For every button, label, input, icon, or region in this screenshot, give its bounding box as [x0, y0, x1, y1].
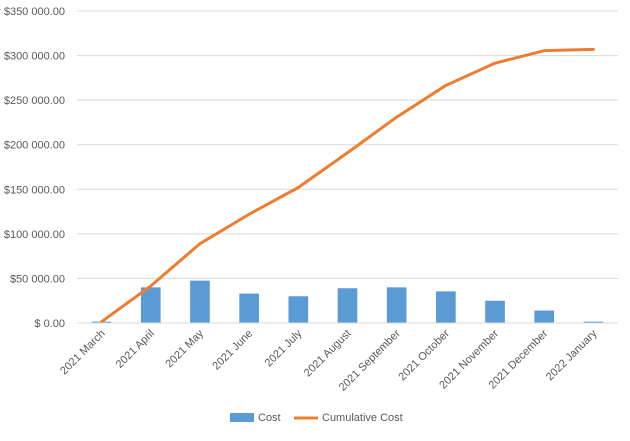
y-tick-label: $ 0.00 — [34, 318, 65, 330]
bar-cost — [140, 287, 161, 323]
x-tick-label: 2021 May — [163, 327, 206, 370]
line-cumulative-cost — [100, 47, 595, 324]
legend-swatch-cost — [230, 413, 254, 422]
x-tick-label: 2021 June — [210, 328, 255, 373]
y-tick-label: $50 000.00 — [10, 273, 65, 285]
y-tick-label: $300 000.00 — [4, 51, 65, 63]
bar-cost — [436, 291, 456, 323]
cumulative-line — [100, 47, 595, 324]
y-tick-label: $250 000.00 — [4, 95, 65, 107]
legend: Cost Cumulative Cost — [230, 412, 403, 424]
y-tick-label: $350 000.00 — [4, 6, 65, 18]
bar-cost — [485, 300, 505, 323]
x-tick-label: 2022 January — [544, 327, 600, 383]
gridlines — [77, 10, 618, 324]
x-tick-label: 2021 October — [396, 327, 452, 383]
y-axis-ticks: $ 0.00 $50 000.00 $100 000.00 $150 000.00 $2… — [4, 6, 65, 330]
bar-cost — [288, 296, 309, 323]
legend-label-cumulative: Cumulative Cost — [322, 412, 403, 424]
bar-cost — [190, 280, 210, 323]
y-tick-label: $200 000.00 — [4, 140, 65, 152]
bar-cost — [386, 287, 407, 323]
bar-cost — [337, 288, 358, 323]
bar-cost — [239, 293, 259, 323]
bar-cost — [534, 310, 555, 323]
x-axis-ticks: 2021 March 2021 April 2021 May 2021 June 202… — [58, 322, 618, 394]
legend-label-cost: Cost — [258, 412, 281, 424]
x-tick-label: 2021 July — [263, 327, 305, 369]
x-tick-label: 2021 March — [58, 328, 108, 378]
x-tick-label: 2021 August — [302, 328, 354, 380]
y-tick-label: $150 000.00 — [4, 184, 65, 196]
x-tick-label: 2021 April — [114, 328, 157, 371]
bar-cost — [583, 321, 604, 323]
cost-bars — [91, 280, 604, 323]
y-tick-label: $100 000.00 — [4, 229, 65, 241]
